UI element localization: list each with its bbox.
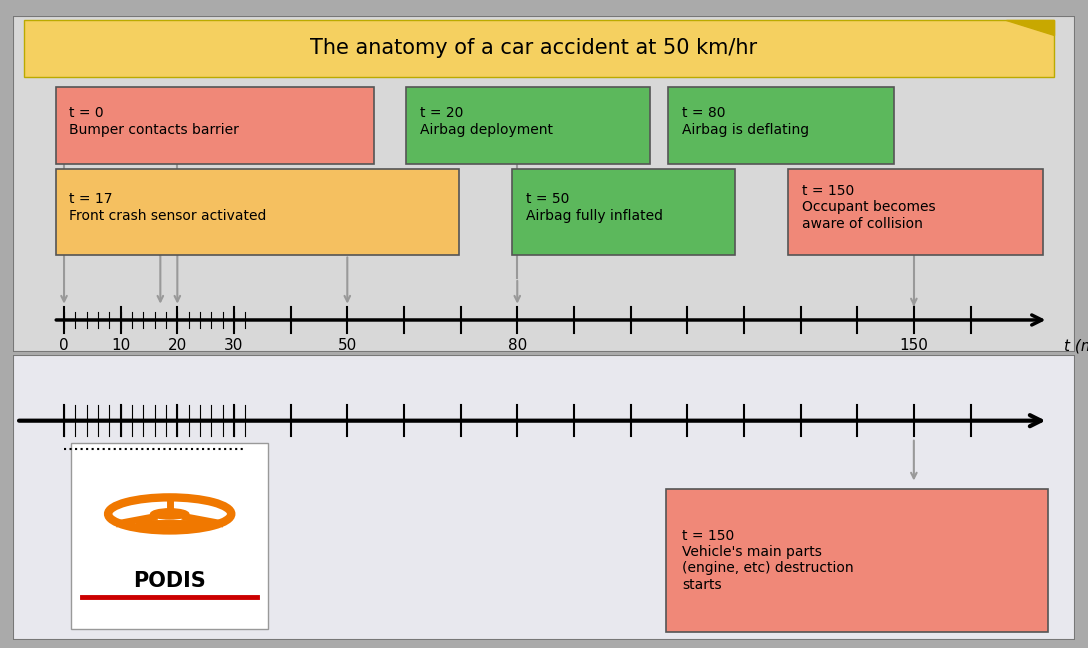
FancyBboxPatch shape — [512, 169, 735, 255]
Text: 80: 80 — [508, 338, 527, 353]
Text: 50: 50 — [337, 338, 357, 353]
Circle shape — [150, 509, 189, 519]
Text: t = 150
Vehicle's main parts
(engine, etc) destruction
starts: t = 150 Vehicle's main parts (engine, et… — [682, 529, 854, 592]
Text: 150: 150 — [900, 338, 928, 353]
FancyBboxPatch shape — [72, 443, 268, 629]
Text: t = 17
Front crash sensor activated: t = 17 Front crash sensor activated — [70, 192, 267, 222]
FancyBboxPatch shape — [13, 16, 1075, 352]
Text: t = 80
Airbag is deflating: t = 80 Airbag is deflating — [682, 106, 809, 137]
Polygon shape — [1006, 19, 1053, 34]
FancyBboxPatch shape — [24, 19, 1053, 76]
FancyBboxPatch shape — [788, 169, 1043, 255]
FancyBboxPatch shape — [668, 87, 894, 164]
Text: 30: 30 — [224, 338, 244, 353]
FancyBboxPatch shape — [55, 169, 459, 255]
FancyBboxPatch shape — [666, 489, 1049, 632]
FancyBboxPatch shape — [13, 355, 1075, 640]
Text: t = 20
Airbag deployment: t = 20 Airbag deployment — [420, 106, 553, 137]
Text: 20: 20 — [168, 338, 187, 353]
Text: 10: 10 — [111, 338, 131, 353]
Text: PODIS: PODIS — [134, 571, 206, 590]
FancyBboxPatch shape — [406, 87, 651, 164]
Text: The anatomy of a car accident at 50 km/hr: The anatomy of a car accident at 50 km/h… — [310, 38, 757, 58]
Text: t = 0
Bumper contacts barrier: t = 0 Bumper contacts barrier — [70, 106, 239, 137]
Text: 0: 0 — [59, 338, 69, 353]
Text: t (ms): t (ms) — [1064, 338, 1088, 353]
Text: t = 50
Airbag fully inflated: t = 50 Airbag fully inflated — [526, 192, 663, 222]
FancyBboxPatch shape — [55, 87, 374, 164]
Text: t = 150
Occupant becomes
aware of collision: t = 150 Occupant becomes aware of collis… — [802, 184, 936, 231]
